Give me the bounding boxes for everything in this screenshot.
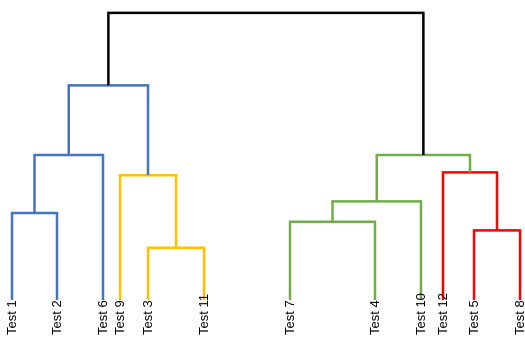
leaf-label: Test 11 — [196, 294, 211, 335]
dendrogram-merge-8 — [472, 229, 522, 300]
leaf-label: Test 3 — [140, 300, 155, 335]
dendrogram-merge-7 — [331, 200, 423, 300]
leaf-label: Test 10 — [413, 293, 428, 335]
leaf-label: Test 7 — [282, 300, 297, 335]
leaf-label: Test 4 — [367, 300, 382, 335]
dendrogram-merge-3 — [146, 246, 206, 300]
dendrogram-branches — [10, 11, 522, 300]
dendrogram-merge-2 — [33, 153, 105, 300]
leaf-label: Test 9 — [112, 300, 127, 335]
leaf-label: Test 5 — [466, 300, 481, 335]
leaf-label: Test 2 — [49, 300, 64, 335]
leaf-label: Test 1 — [4, 300, 19, 335]
dendrogram-merge-11 — [107, 11, 425, 155]
leaf-label: Test 8 — [512, 300, 525, 335]
dendrogram-merge-6 — [288, 220, 377, 300]
dendrogram-merge-1 — [10, 211, 59, 300]
leaf-labels: Test 1 Test 2 Test 6 Test 9 Test 3 Test 11 Tes… — [4, 293, 525, 335]
dendrogram-merge-9 — [441, 171, 499, 300]
leaf-label: Test 12 — [435, 293, 450, 335]
leaf-label: Test 6 — [95, 300, 110, 335]
dendrogram-merge-5 — [67, 84, 150, 176]
dendrogram-merge-10 — [375, 153, 472, 202]
